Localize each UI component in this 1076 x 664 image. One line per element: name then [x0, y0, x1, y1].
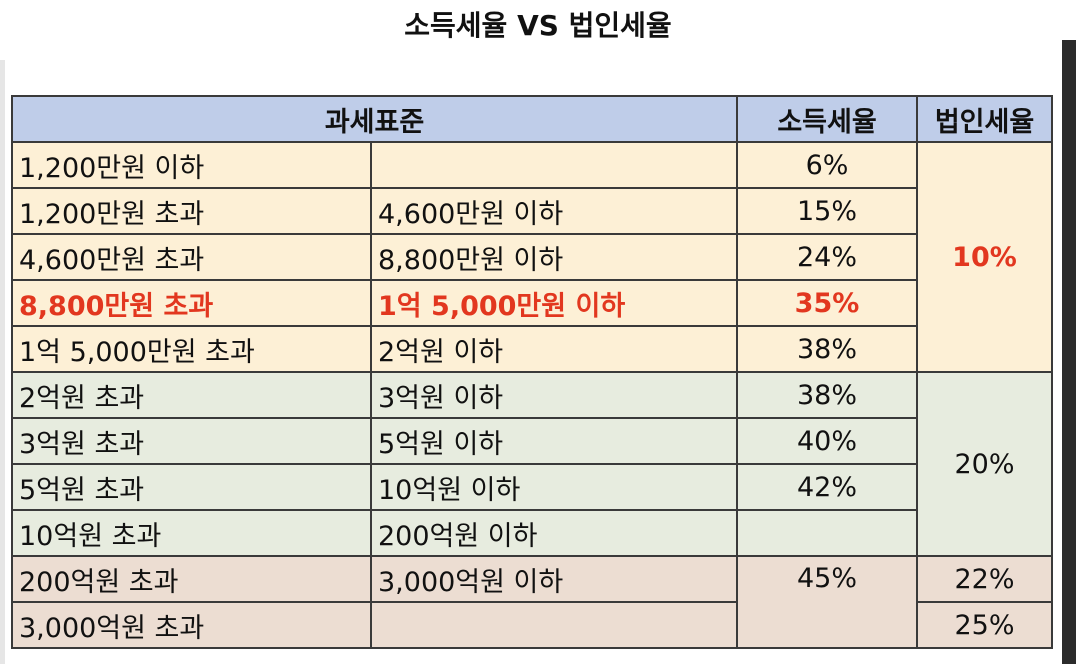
bracket-from: 3억원 초과	[11, 417, 372, 465]
header-corporate-tax-rate: 법인세율	[916, 95, 1053, 143]
tax-rate-table: 과세표준 소득세율 법인세율 1,200만원 이하 6% 10% 1,200만원…	[11, 95, 1053, 649]
header-income-tax-rate: 소득세율	[736, 95, 918, 143]
bracket-to: 3,000억원 이하	[370, 555, 738, 603]
bracket-from: 4,600만원 초과	[11, 233, 372, 281]
bracket-to: 3억원 이하	[370, 371, 738, 419]
income-rate: 42%	[736, 463, 918, 511]
bracket-to: 1억 5,000만원 이하	[370, 279, 738, 327]
income-rate: 45%	[736, 555, 918, 649]
table-row: 200억원 초과 3,000억원 이하 45% 22%	[11, 555, 1053, 649]
bracket-from: 8,800만원 초과	[11, 279, 372, 327]
table-row: 4,600만원 초과 8,800만원 이하 24%	[11, 233, 1052, 281]
income-rate	[736, 509, 918, 557]
left-edge-strip	[0, 60, 5, 664]
corporate-rate-band-2: 20%	[916, 371, 1053, 557]
table-header-row: 과세표준 소득세율 법인세율	[11, 95, 1053, 143]
bracket-to: 2억원 이하	[370, 325, 738, 373]
bracket-to: 8,800만원 이하	[370, 233, 738, 281]
bracket-to: 200억원 이하	[370, 509, 738, 557]
page-title: 소득세율 VS 법인세율	[404, 9, 672, 42]
table-row: 5억원 초과 10억원 이하 42%	[11, 463, 1052, 511]
income-rate: 24%	[736, 233, 918, 281]
bracket-to: 10억원 이하	[370, 463, 738, 511]
table-row: 1,200만원 초과 4,600만원 이하 15%	[11, 187, 1052, 235]
income-rate: 38%	[736, 371, 918, 419]
bracket-from: 1,200만원 초과	[11, 187, 372, 235]
table-row: 10억원 초과 200억원 이하	[11, 509, 1052, 557]
bracket-from: 5억원 초과	[11, 463, 372, 511]
table-row: 3억원 초과 5억원 이하 40%	[11, 417, 1052, 465]
bracket-to: 5억원 이하	[370, 417, 738, 465]
corporate-rate-band-4: 25%	[916, 601, 1053, 649]
bracket-from: 1,200만원 이하	[11, 141, 372, 189]
corporate-rate-band-3: 22%	[916, 555, 1053, 603]
table-row-highlighted: 8,800만원 초과 1억 5,000만원 이하 35%	[11, 279, 1052, 327]
bracket-from: 3,000억원 초과	[11, 601, 372, 649]
bracket-to	[370, 141, 738, 189]
table-row: 2억원 초과 3억원 이하 38% 20%	[11, 371, 1053, 557]
bracket-from: 2억원 초과	[11, 371, 372, 419]
bracket-from: 1억 5,000만원 초과	[11, 325, 372, 373]
income-rate: 40%	[736, 417, 918, 465]
bracket-from: 200억원 초과	[11, 555, 372, 603]
bracket-to	[370, 601, 738, 649]
header-tax-base: 과세표준	[11, 95, 738, 143]
income-rate: 6%	[736, 141, 918, 189]
right-edge-strip	[1062, 40, 1076, 664]
income-rate: 38%	[736, 325, 918, 373]
corporate-rate-band-1: 10%	[916, 141, 1053, 373]
bracket-from: 10억원 초과	[11, 509, 372, 557]
table-row: 1억 5,000만원 초과 2억원 이하 38%	[11, 325, 1052, 373]
income-rate: 35%	[736, 279, 918, 327]
income-rate: 15%	[736, 187, 918, 235]
table-row: 1,200만원 이하 6% 10%	[11, 141, 1053, 373]
bracket-to: 4,600만원 이하	[370, 187, 738, 235]
